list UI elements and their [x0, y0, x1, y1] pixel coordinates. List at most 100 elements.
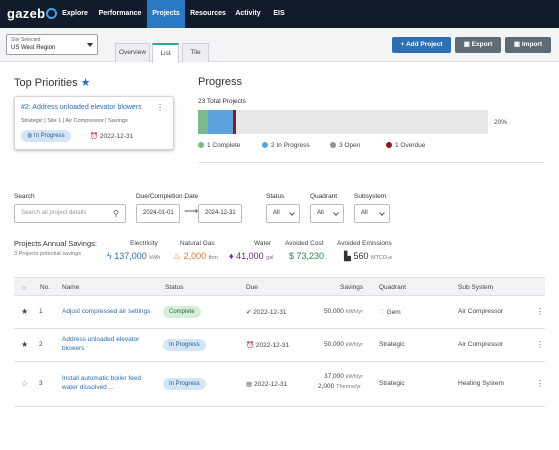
water-unit: gal — [266, 255, 274, 261]
col-savings[interactable]: Savings — [340, 284, 364, 291]
electricity-label: Electricity — [130, 240, 158, 247]
row-name-link[interactable]: Adjust compressed air settings — [62, 308, 151, 315]
divider — [198, 162, 544, 163]
site-selector[interactable]: Site Selected US West Region — [6, 34, 98, 55]
row-subsystem: Air Compressor — [458, 308, 504, 315]
star-icon: ★ — [80, 77, 91, 89]
emissions-unit: MTCO₂e — [370, 255, 393, 261]
nav-projects[interactable]: Projects — [147, 0, 185, 28]
chevron-down-icon — [289, 210, 295, 216]
nav-performance[interactable]: Performance — [98, 10, 142, 17]
star-outline-icon[interactable]: ☆ — [21, 379, 29, 388]
gas-amount: 2,000 — [183, 251, 207, 261]
electricity-amount: 137,000 — [114, 251, 147, 261]
top-priorities-title: Top Priorities — [14, 77, 78, 89]
star-icon[interactable]: ★ — [21, 307, 29, 316]
more-options-icon[interactable]: ⋮ — [536, 307, 544, 316]
star-icon[interactable]: ★ — [21, 340, 29, 349]
row-savings: 50,000 kWh/yr — [324, 341, 363, 348]
savings-heading: Projects Annual Savings: — [14, 239, 97, 248]
avoided-cost-label: Avoided Cost — [285, 240, 324, 247]
more-options-icon[interactable]: ⋮ — [536, 379, 544, 388]
avoided-emissions-value: ▙ 560 MTCO₂e — [344, 251, 392, 262]
quadrant-select[interactable]: All — [310, 204, 344, 223]
row-no: 2 — [39, 341, 43, 348]
gazebo-logo[interactable]: gazeb — [7, 6, 58, 21]
table-row[interactable]: ☆ 3 Install automatic boiler feed water … — [14, 362, 545, 407]
legend-complete: 1 Complete — [198, 142, 240, 149]
subsystem-select[interactable]: All — [354, 204, 390, 223]
more-options-icon[interactable]: ⋮ — [536, 340, 544, 349]
row-quadrant: Strategic — [379, 341, 405, 348]
col-due[interactable]: Due — [246, 284, 258, 291]
overdue-icon — [386, 142, 392, 148]
lightning-icon: ϟ — [107, 251, 112, 261]
row-savings-unit-2: Therms/yr — [336, 384, 361, 390]
legend-in-progress: 2 In Progress — [262, 142, 310, 149]
due-date-value: 2022-12-31 — [99, 133, 134, 140]
water-value: ♦ 41,000 gal — [229, 251, 274, 261]
priority-card[interactable]: #2: Address unloaded elevator blowers ⋮ … — [14, 96, 174, 150]
col-subsystem[interactable]: Sub System — [458, 284, 494, 291]
row-quadrant-value: Gem — [386, 309, 401, 316]
nav-explore[interactable]: Explore — [62, 10, 88, 17]
in-progress-icon — [262, 142, 268, 148]
date-to-input[interactable]: 2024-12-31 — [198, 204, 242, 223]
legend-overdue: 1 Overdue — [386, 142, 425, 149]
status-select[interactable]: All — [266, 204, 300, 223]
progress-heading: Progress — [198, 76, 243, 88]
calendar-icon: ▦ — [246, 381, 253, 388]
status-badge: Complete — [163, 306, 201, 318]
chevron-down-icon — [379, 210, 385, 216]
row-due: ⏰ 2022-12-31 — [246, 341, 289, 349]
progress-bar — [198, 110, 488, 134]
row-name-link[interactable]: Address unloaded elevator blowers — [62, 336, 140, 352]
more-options-icon[interactable]: ⋮ — [156, 103, 164, 112]
top-priorities-heading: Top Priorities ★ — [14, 76, 91, 89]
row-due: ▦ 2022-12-31 — [246, 380, 287, 388]
col-name[interactable]: Name — [62, 284, 80, 291]
search-input[interactable]: Search all project details ⚲ — [14, 204, 126, 223]
import-label: Import — [521, 41, 543, 48]
electricity-unit: kWh — [149, 255, 161, 261]
avoided-emissions-label: Avoided Emissions — [337, 240, 392, 247]
table-row[interactable]: ★ 1 Adjust compressed air settings Compl… — [14, 296, 545, 329]
row-savings-value-2: 2,000 — [318, 383, 335, 390]
status-select-value: All — [273, 210, 280, 216]
check-icon — [198, 142, 204, 148]
nav-eis[interactable]: EIS — [273, 10, 285, 17]
row-savings: 50,000 kWh/yr — [324, 308, 363, 315]
gas-label: Natural Gas — [180, 240, 215, 247]
row-subsystem: Heating System — [458, 380, 504, 387]
row-savings-unit: kWh/yr — [345, 374, 363, 380]
star-icon[interactable]: ☆ — [21, 285, 27, 292]
electricity-value: ϟ 137,000 kWh — [107, 251, 160, 261]
tab-list[interactable]: List — [152, 43, 179, 63]
progress-segment-complete — [198, 110, 208, 134]
priority-card-title[interactable]: #2: Address unloaded elevator blowers — [21, 104, 142, 111]
tab-tile[interactable]: Tile — [182, 43, 209, 62]
col-no[interactable]: No. — [40, 284, 51, 291]
status-badge: In Progress — [163, 339, 206, 351]
date-from-input[interactable]: 2024-01-01 — [136, 204, 180, 223]
tab-overview[interactable]: Overview — [115, 43, 150, 62]
table-row[interactable]: ★ 2 Address unloaded elevator blowers In… — [14, 329, 545, 362]
legend-complete-label: 1 Complete — [207, 142, 241, 149]
add-project-button[interactable]: + Add Project — [392, 37, 451, 53]
export-button[interactable]: ▣ Export — [455, 37, 501, 53]
status-badge: ◍ In Progress — [21, 130, 71, 142]
nav-activity[interactable]: Activity — [235, 10, 261, 17]
nav-resources[interactable]: Resources — [190, 10, 226, 17]
gas-unit: thm — [208, 255, 218, 261]
row-name-link[interactable]: Install automatic boiler feed water diss… — [62, 375, 142, 391]
search-placeholder: Search all project details — [21, 210, 87, 216]
import-button[interactable]: ▣ Import — [505, 37, 551, 53]
emissions-amount: 560 — [353, 251, 369, 261]
col-quadrant[interactable]: Quadrant — [379, 284, 407, 291]
col-status[interactable]: Status — [165, 284, 184, 291]
status-label: Status — [266, 193, 285, 200]
row-savings-value: 50,000 — [324, 341, 344, 348]
savings-subtext: 3 Projects potential savings — [14, 251, 81, 257]
gem-icon: ♡ — [379, 309, 385, 316]
export-label: Export — [471, 41, 493, 48]
